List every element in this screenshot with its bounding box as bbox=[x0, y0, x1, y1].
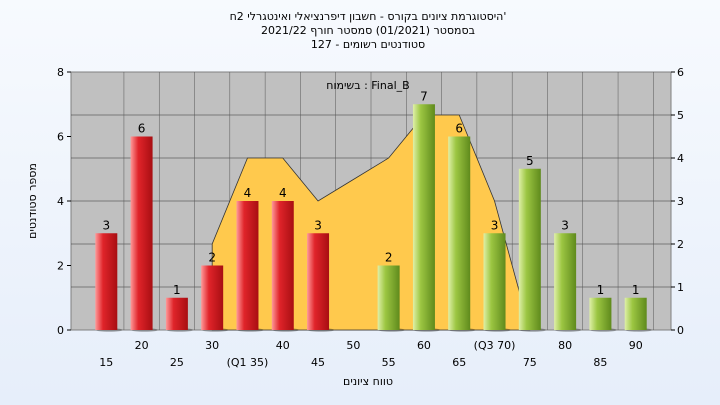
bar-value-label: 3 bbox=[102, 218, 110, 232]
chart-title-line-2: בסמסטר (01/2021) סמסטר חורף 2021/22 bbox=[261, 24, 475, 37]
histogram-bar bbox=[377, 265, 400, 330]
histogram-bar bbox=[554, 233, 577, 330]
histogram-bar bbox=[130, 136, 153, 330]
histogram-bar bbox=[589, 297, 612, 330]
x-tick-label: 65 bbox=[452, 356, 466, 369]
right-y-axis-ticks: 0 1 2 3 4 5 6 bbox=[671, 66, 684, 337]
left-tick-label: 4 bbox=[57, 195, 64, 208]
left-tick-label: 6 bbox=[57, 131, 64, 144]
x-tick-label: 90 bbox=[629, 339, 643, 352]
chart-title-line-3: סטודנטים רשומים - 127 bbox=[311, 38, 425, 51]
histogram-bar bbox=[165, 297, 188, 330]
histogram-bar bbox=[236, 201, 259, 330]
bar-value-label: 4 bbox=[279, 186, 287, 200]
x-tick-label: 15 bbox=[99, 356, 113, 369]
right-tick-label: 4 bbox=[677, 152, 684, 165]
bar-value-label: 1 bbox=[173, 283, 181, 297]
left-tick-label: 0 bbox=[57, 324, 64, 337]
histogram-bar bbox=[412, 104, 435, 330]
histogram-bar bbox=[624, 297, 647, 330]
histogram-bar bbox=[201, 265, 224, 330]
bar-value-label: 5 bbox=[526, 154, 534, 168]
x-tick-label: (Q1 35) bbox=[227, 356, 269, 369]
x-tick-label: 45 bbox=[311, 356, 325, 369]
chart-title-line-1: היסטוגרמת ציונים בקורס - חשבון דיפרנציאל… bbox=[230, 10, 507, 23]
data-labels: 3 6 1 2 4 4 3 2 7 6 3 5 3 1 1 bbox=[102, 89, 639, 297]
x-axis-ticks: 15 20 25 30 (Q1 35) 40 45 50 55 60 65 (Q3 70) 75 80 85… bbox=[99, 339, 642, 369]
right-tick-label: 6 bbox=[677, 66, 684, 79]
left-tick-label: 2 bbox=[57, 260, 64, 273]
legend-label: בשימוח : Final_B bbox=[326, 79, 409, 92]
histogram-bar bbox=[307, 233, 330, 330]
x-tick-label: 25 bbox=[170, 356, 184, 369]
right-tick-label: 0 bbox=[677, 324, 684, 337]
bar-value-label: 3 bbox=[561, 218, 569, 232]
bar-value-label: 2 bbox=[208, 251, 216, 265]
histogram-bar bbox=[518, 168, 541, 330]
bar-value-label: 3 bbox=[314, 218, 322, 232]
histogram-bar bbox=[448, 136, 471, 330]
bar-value-label: 3 bbox=[491, 218, 499, 232]
x-tick-label: 30 bbox=[205, 339, 219, 352]
right-tick-label: 2 bbox=[677, 238, 684, 251]
x-axis-title: טווח ציונים bbox=[343, 375, 393, 388]
x-tick-label: 80 bbox=[558, 339, 572, 352]
x-tick-label: 60 bbox=[417, 339, 431, 352]
x-tick-label: 75 bbox=[523, 356, 537, 369]
left-y-axis-ticks: 0 2 4 6 8 bbox=[57, 66, 71, 337]
x-tick-label: 50 bbox=[346, 339, 360, 352]
x-tick-label: 55 bbox=[382, 356, 396, 369]
bar-value-label: 6 bbox=[138, 122, 146, 136]
bar-value-label: 1 bbox=[597, 283, 605, 297]
histogram-bar bbox=[483, 233, 506, 330]
bar-value-label: 2 bbox=[385, 251, 393, 265]
x-tick-label: (Q3 70) bbox=[474, 339, 516, 352]
histogram-bar bbox=[95, 233, 118, 330]
y-axis-title: מספר סטודנטים bbox=[26, 163, 39, 239]
x-tick-label: 85 bbox=[593, 356, 607, 369]
bar-value-label: 1 bbox=[632, 283, 640, 297]
right-tick-label: 5 bbox=[677, 109, 684, 122]
right-tick-label: 3 bbox=[677, 195, 684, 208]
bar-value-label: 4 bbox=[244, 186, 252, 200]
left-tick-label: 8 bbox=[57, 66, 64, 79]
bars bbox=[95, 104, 652, 332]
bar-value-label: 7 bbox=[420, 89, 428, 103]
bar-value-label: 6 bbox=[455, 122, 463, 136]
x-tick-label: 40 bbox=[276, 339, 290, 352]
x-tick-label: 20 bbox=[135, 339, 149, 352]
right-tick-label: 1 bbox=[677, 281, 684, 294]
histogram-bar bbox=[271, 201, 294, 330]
